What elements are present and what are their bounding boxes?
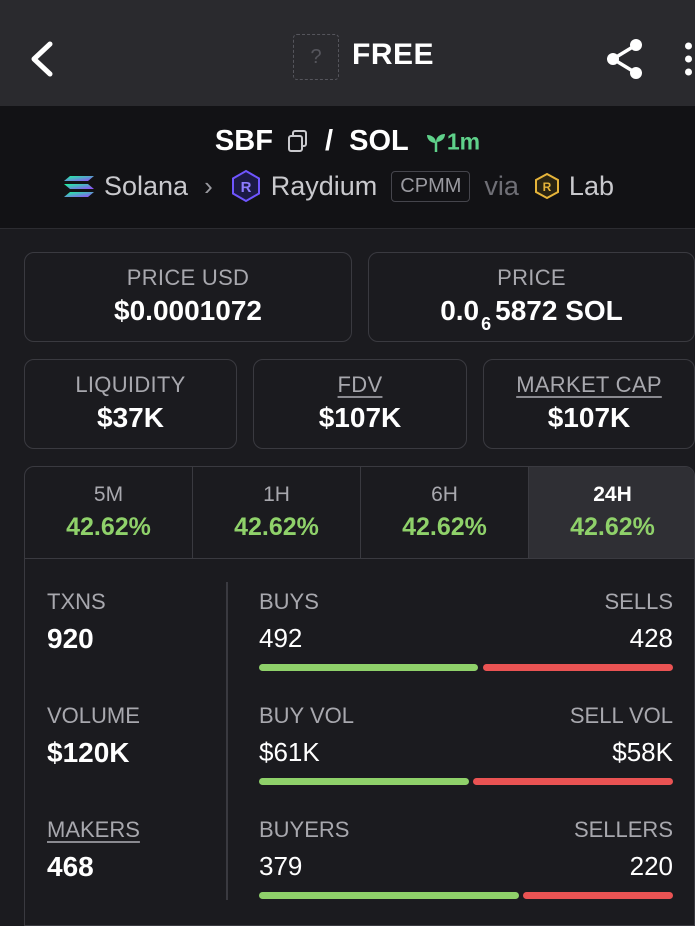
price-native-value: 0.0 6 5872 SOL [369,295,694,335]
lab-icon: R [534,172,559,200]
svg-text:R: R [240,179,251,196]
volume-value: $120K [47,737,130,768]
quote-token-symbol: SOL [349,124,409,157]
sellers-label: SELLERS [573,817,673,842]
price-native-prefix: 0.0 [440,295,480,326]
price-native-card: PRICE 0.0 6 5872 SOL [368,252,695,342]
sells-bar-fill [482,664,673,671]
launchpad-name[interactable]: Lab [568,170,614,201]
sells-label: SELLS [604,589,674,614]
liquidity-label: LIQUIDITY [75,372,186,397]
sellers-value: 220 [629,851,673,881]
pair-separator: / [325,124,334,157]
via-label: via [484,170,519,201]
tab-label: 5M [93,483,124,506]
tab-label: 6H [431,483,458,506]
buyers-value: 379 [259,851,303,881]
sprout-icon [426,134,445,153]
buyers-sellers-bar [259,892,673,899]
buys-sells-bar [259,664,673,671]
market-cap-value: $107K [547,402,631,433]
solana-icon [64,176,94,197]
pair-title: SBF / SOL 1m [0,124,695,158]
tab-label: 24H [593,483,632,506]
sell-vol-bar-fill [473,778,673,785]
liquidity-card: LIQUIDITY $37K [24,359,237,449]
chain-name[interactable]: Solana [104,170,189,201]
tab-change: 42.62% [570,513,655,541]
tab-24h[interactable]: 24H 42.62% [529,467,694,558]
pair-age-value: 1m [446,128,481,155]
makers-value: 468 [47,851,94,882]
price-usd-value: $0.0001072 [114,295,262,326]
pair-header: SBF / SOL 1m Solana › R Raydium CPM [0,106,695,229]
sell-vol-value: $58K [612,737,673,767]
pool-type-badge: CPMM [391,170,471,202]
buys-bar-fill [259,664,479,671]
price-usd-card: PRICE USD $0.0001072 [24,252,352,342]
tab-change: 42.62% [234,513,319,541]
sellers-bar-fill [523,892,673,899]
fdv-card[interactable]: FDV $107K [253,359,467,449]
buyers-label: BUYERS [259,817,350,842]
txns-stat: TXNS 920 [47,589,106,655]
buyers-bar-fill [259,892,520,899]
buy-vol-value: $61K [259,737,320,767]
svg-text:R: R [543,180,552,194]
makers-stat[interactable]: MAKERS 468 [47,817,140,883]
tab-change: 42.62% [402,513,487,541]
price-native-zero-count: 6 [481,314,492,334]
buy-sell-volume-stat: BUY VOL SELL VOL $61K $58K [259,703,673,785]
stats-divider [226,582,228,900]
base-token-symbol: SBF [214,124,273,157]
raydium-icon: R [231,169,260,203]
buys-label: BUYS [259,589,319,614]
buy-vol-label: BUY VOL [259,703,354,728]
buys-value: 492 [259,623,303,653]
stats-panel: 5M 42.62% 1H 42.62% 6H 42.62% 24H 42.62%… [24,466,695,926]
fdv-value: $107K [318,402,402,433]
tab-change: 42.62% [66,513,151,541]
timeframe-tabs: 5M 42.62% 1H 42.62% 6H 42.62% 24H 42.62% [25,467,694,559]
buys-sells-stat: BUYS SELLS 492 428 [259,589,673,671]
liquidity-value: $37K [97,402,164,433]
price-native-label: PRICE [497,265,566,290]
pair-age: 1m [425,127,481,155]
price-usd-label: PRICE USD [126,265,250,290]
chevron-right-icon: › [204,170,213,201]
tab-1h[interactable]: 1H 42.62% [193,467,361,558]
tab-6h[interactable]: 6H 42.62% [361,467,529,558]
sells-value: 428 [629,623,673,653]
volume-label: VOLUME [47,703,140,728]
volume-stat: VOLUME $120K [47,703,140,769]
txns-label: TXNS [47,589,106,614]
top-bar: ? FREE [0,0,695,106]
token-logo-placeholder: ? [293,34,339,80]
volume-split-bar [259,778,673,785]
buyers-sellers-stat: BUYERS SELLERS 379 220 [259,817,673,899]
logo-placeholder-glyph: ? [310,45,322,68]
share-icon[interactable] [602,36,648,82]
tab-label: 1H [263,483,290,506]
market-cap-label[interactable]: MARKET CAP [516,372,662,397]
sell-vol-label: SELL VOL [569,703,673,728]
tab-5m[interactable]: 5M 42.62% [25,467,193,558]
txns-value: 920 [47,623,94,654]
fdv-label[interactable]: FDV [337,372,383,397]
price-native-suffix: 5872 SOL [495,295,623,326]
makers-label[interactable]: MAKERS [47,817,140,842]
copy-address-icon[interactable] [287,129,309,153]
market-cap-card[interactable]: MARKET CAP $107K [483,359,695,449]
back-arrow-icon[interactable] [24,36,60,82]
more-options-icon[interactable] [682,40,695,80]
chain-dex-row: Solana › R Raydium CPMM via R Lab [62,166,614,206]
page-title: FREE [352,38,435,71]
dex-name[interactable]: Raydium [270,170,378,201]
buy-vol-bar-fill [259,778,470,785]
